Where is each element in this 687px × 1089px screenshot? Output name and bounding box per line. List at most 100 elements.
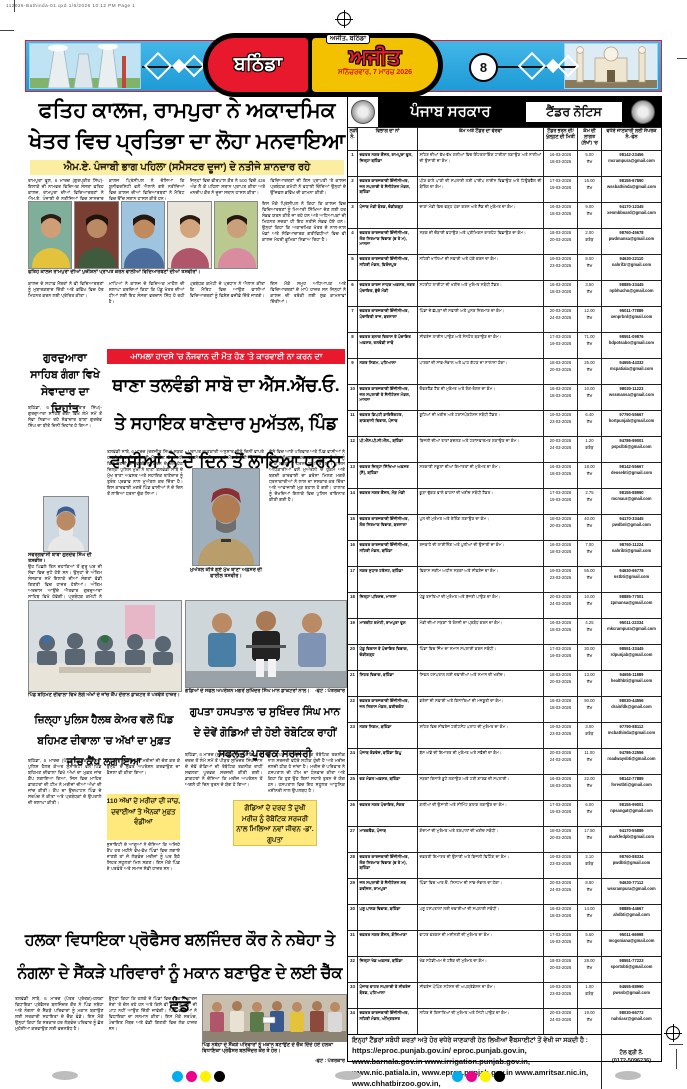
cell-dates: 16-03-2026 18-03-2026: [544, 463, 578, 488]
cell-dates: 16-03-2026 18-03-2026: [544, 619, 578, 644]
cell-contact: 94630-77112 wssrampura@gmail.com: [607, 880, 656, 892]
gurdwara-headline: ਗੁਰਦੁਆਰਾ ਸਾਹਿਬ ਗੰਗਾ ਵਿਖੇ ਸੇਵਾਦਾਰ ਦਾ ਦਿਹਾ…: [30, 352, 100, 415]
cell-amount: 13.00 ਲੱਖ: [578, 671, 602, 696]
table-row: 18 ਜ਼ਿਲ੍ਹਾ ਪਰਿਸ਼ਦ, ਮਾਨਸਾ ਪੇਂਡੂ ਰਸਤਿਆਂ ਦੀ…: [348, 592, 661, 618]
article-text: ਇਸ ਮੌਕੇ ਸਮੂਹ ਅਧਿਆਪਕ ਅਤੇ ਵਿਦਿਆਰਥਣਾਂ ਦੇ ਮਾ…: [270, 281, 346, 304]
table-row: 14 ਦਫ਼ਤਰ ਨਗਰ ਕੌਂਸਲ, ਮੌੜ ਮੰਡੀ ਕੂੜਾ ਚੁੱਕਣ …: [348, 488, 661, 514]
cell-amount: 2.75 ਲੱਖ: [578, 489, 602, 514]
table-row: 25 ਵਣ ਮੰਡਲ ਅਫ਼ਸਰ, ਬਠਿੰਡਾ ਸੜਕਾਂ ਕਿਨਾਰੇ ਬੂ…: [348, 774, 661, 800]
article-text: ਕਾਲਜ ਪ੍ਰਿੰਸੀਪਲ ਨੇ ਦੱਸਿਆ ਕਿ ਯੂਨੀਵਰਸਿਟੀ ਵਲ…: [108, 178, 185, 200]
cell-dates: 19-03-2026 23-03-2026: [544, 411, 578, 436]
cell-dept: ਨਗਰ ਨਿਗਮ, ਬਠਿੰਡਾ: [358, 723, 418, 748]
cell-amount: 4.25 ਲੱਖ: [578, 619, 602, 644]
knee-surgery-photo: [185, 600, 347, 688]
cell-dept: ਦਫ਼ਤਰ ਨਗਰ ਪੰਚਾਇਤ, ਸੰਗਤ: [358, 801, 418, 826]
cell-work: ਸਰਕਾਰੀ ਸਕੂਲਾਂ ਦੀਆਂ ਇਮਾਰਤਾਂ ਦੀ ਮੁਰੰਮਤ ਦਾ …: [418, 463, 544, 488]
table-row: 19 ਮਾਰਕੀਟ ਕਮੇਟੀ, ਰਾਮਪੁਰਾ ਫੂਲ ਮੰਡੀ ਦੀਆਂ ਸ…: [348, 618, 661, 644]
cell-work: ਪਸ਼ੂ ਹਸਪਤਾਲਾਂ ਲਈ ਦਵਾਈਆਂ ਦੀ ਸਪਲਾਈ ਸਬੰਧੀ।: [418, 905, 544, 930]
eye-camp-body: ਬਠਿੰਡਾ, 6 ਮਾਰਚ (ਪੱਤਰ ਪ੍ਰੇਰਕ)-ਜ਼ਿਲ੍ਹਾ ਪੁਲ…: [28, 758, 180, 924]
table-row: 5 ਦਫ਼ਤਰ ਕਾਰਜਕਾਰੀ ਇੰਜੀਨੀਅਰ, ਨਹਿਰੀ ਮੰਡਲ, ਫ…: [348, 254, 661, 280]
cell-contact: 98142-55667 deosebti@gmail.com: [610, 464, 653, 476]
cell-contact: 98155-67890 wssbathinda@gmail.com: [606, 178, 657, 190]
cell-contact: 98551-77223 sportsbti@gmail.com: [610, 958, 653, 970]
cell-amount: 40.00 ਲੱਖ: [578, 515, 602, 540]
cell-serial: 9: [348, 359, 358, 384]
cell-dept: ਮਾਰਕਫੈੱਡ, ਪੰਜਾਬ: [358, 827, 418, 852]
cell-work: ਬਿਜਲੀ ਦੀਆਂ ਤਾਰਾਂ ਬਦਲਣ ਅਤੇ ਟਰਾਂਸਫਾਰਮਰ ਲਗਾ…: [418, 437, 544, 462]
police-officer-photo: [192, 468, 260, 566]
cell-serial: 13: [348, 463, 358, 488]
cell-dept: ਦਫ਼ਤਰ ਕਾਰਜਕਾਰੀ ਇੰਜੀਨੀਅਰ, ਜਲ ਸਪਲਾਈ ਤੇ ਸੈਨ…: [358, 177, 418, 202]
cheque-photo-credit: -ਫੋਟੋ : ਪੱਤਰਕਾਰ: [314, 1058, 345, 1064]
eye-camp-headline: ਜ਼ਿਲ੍ਹਾ ਪੁਲਿਸ ਹੈਲਥ ਕੇਅਰ ਵਲੋਂ ਪਿੰਡ ਬਹਿਮਣ …: [34, 714, 174, 768]
cell-serial: 30: [348, 905, 358, 930]
cell-serial: 6: [348, 281, 358, 306]
cell-serial: 11: [348, 411, 358, 436]
masthead-rule: [496, 66, 576, 68]
cell-dept: ਸਿਹਤ ਵਿਭਾਗ, ਬਠਿੰਡਾ: [358, 671, 418, 696]
masthead-banner: ਬਠਿੰਡਾ ਅਜੀਤ, ਬਠਿੰਡਾ ਅਜੀਤ ਸਨਿੱਚਰਵਾਰ, 7 ਮਾ…: [25, 34, 662, 96]
knee-photo-credit: -ਫੋਟੋ : ਪੱਤਰਕਾਰ: [314, 688, 345, 694]
cell-dept: ਦਫ਼ਤਰ ਕਾਰਜਕਾਰੀ ਇੰਜੀਨੀਅਰ, ਲੋਕ ਨਿਰਮਾਣ ਵਿਭਾ…: [358, 229, 418, 254]
article-text: ਬਠਿੰਡਾ, 6 ਮਾਰਚ (ਪੱਤਰ ਪ੍ਰੇਰਕ)-ਜ਼ਿਲ੍ਹਾ ਪੁਲ…: [28, 758, 102, 805]
cell-dept: ਜ਼ਿਲ੍ਹਾ ਖੇਡ ਅਫ਼ਸਰ, ਬਠਿੰਡਾ: [358, 957, 418, 982]
table-row: 4 ਦਫ਼ਤਰ ਕਾਰਜਕਾਰੀ ਇੰਜੀਨੀਅਰ, ਲੋਕ ਨਿਰਮਾਣ ਵਿ…: [348, 228, 661, 254]
cell-dates: 17-03-2026 19-03-2026: [544, 177, 578, 202]
magenta-dot: [186, 1071, 197, 1082]
table-row: 16 ਦਫ਼ਤਰ ਕਾਰਜਕਾਰੀ ਇੰਜੀਨੀਅਰ, ਨਹਿਰੀ ਮੰਡਲ, …: [348, 540, 661, 566]
cell-amount: 8.80 ਲੱਖ: [578, 879, 602, 904]
col-header-amount: ਕੰਮ ਦੀ ਲਾਗਤ (ਲੱਖਾਂ) 'ਚ: [578, 128, 602, 150]
table-row: 27 ਮਾਰਕਫੈੱਡ, ਪੰਜਾਬ ਗੋਦਾਮਾਂ ਦੀ ਮੁਰੰਮਤ ਅਤੇ…: [348, 826, 661, 852]
cell-work: ਸ਼ਹਿਰ ਵਿਚ ਸੀਵਰੇਜ ਟਰੀਟਮੈਂਟ ਪਲਾਂਟ ਦੀ ਮੁਰੰਮ…: [418, 723, 544, 748]
diamond-ornament: [517, 51, 547, 81]
table-row: 6 ਦਫ਼ਤਰ ਕਾਰਜ ਸਾਧਕ ਅਫ਼ਸਰ, ਨਗਰ ਪੰਚਾਇਤ, ਭੁੱ…: [348, 280, 661, 306]
cell-amount: 9.00 ਲੱਖ: [578, 203, 602, 228]
cell-amount: 17.50 ਲੱਖ: [578, 827, 602, 852]
masthead-capsule: ਬਠਿੰਡਾ ਅਜੀਤ, ਬਠਿੰਡਾ ਅਜੀਤ ਸਨਿੱਚਰਵਾਰ, 7 ਮਾ…: [204, 34, 442, 96]
table-row: 13 ਦਫ਼ਤਰ ਜ਼ਿਲ੍ਹਾ ਸਿੱਖਿਆ ਅਫ਼ਸਰ (ਸੈ), ਬਠਿੰ…: [348, 462, 661, 488]
cell-amount: 1.00 ਕਰੋੜ: [578, 983, 602, 1008]
cell-serial: 17: [348, 567, 358, 592]
cell-dates: 16-03-2026 18-03-2026: [544, 151, 578, 176]
cell-work: ਕੂੜਾ ਚੁੱਕਣ ਵਾਲੇ ਵਾਹਨਾਂ ਦੀ ਖਰੀਦ ਸਬੰਧੀ ਟੈਂ…: [418, 489, 544, 514]
table-row: 11 ਦਫ਼ਤਰ ਡਿਪਟੀ ਡਾਇਰੈਕਟਰ, ਬਾਗ਼ਬਾਨੀ ਵਿਭਾਗ,…: [348, 410, 661, 436]
govt-title: ਪੰਜਾਬ ਸਰਕਾਰ: [410, 103, 491, 120]
cell-contact: 98760-88334 pwdbti@gmail.com: [612, 854, 651, 866]
cell-serial: 21: [348, 671, 358, 696]
cyan-dot: [172, 1071, 183, 1082]
table-row: 30 ਪਸ਼ੂ ਪਾਲਣ ਵਿਭਾਗ, ਬਠਿੰਡਾ ਪਸ਼ੂ ਹਸਪਤਾਲਾਂ…: [348, 904, 661, 930]
cell-amount: 71.00 ਲੱਖ: [578, 333, 602, 358]
cell-amount: 10.00 ਲੱਖ: [578, 385, 602, 410]
cell-work: ਪੀਣ ਵਾਲੇ ਪਾਣੀ ਦੀ ਸਪਲਾਈ ਲਈ ਪਾਈਪ ਲਾਈਨ ਵਿਛਾ…: [418, 177, 544, 202]
cell-work: ਰਜਬਾਹੇ ਦੀ ਲਾਈਨਿੰਗ ਅਤੇ ਪੁਲੀਆਂ ਦੀ ਉਸਾਰੀ ਦਾ…: [418, 541, 544, 566]
cell-work: ਨਹਿਰ ਦੇ ਕਿਨਾਰਿਆਂ ਦੀ ਮੁਰੰਮਤ ਅਤੇ ਮਿੱਟੀ ਪਾਉ…: [418, 1009, 544, 1034]
cell-contact: 98760-45678 pwdmansa@gmail.com: [608, 230, 655, 242]
printer-slugline: 112026-Bathinda-01.qxd 1/6/2026 10:12 PM…: [6, 3, 136, 8]
cell-amount: 5.00 ਲੱਖ: [578, 151, 602, 176]
cell-dates: 16-03-2026 18-03-2026: [544, 775, 578, 800]
col-header-serial: ਲੜੀ ਨੰ.: [348, 128, 358, 150]
cell-work: ਦਾਣਾ ਮੰਡੀ ਵਿਚ ਫੜ੍ਹ ਪੱਕਾ ਕਰਨ ਅਤੇ ਸ਼ੈੱਡ ਦੀ…: [418, 203, 544, 228]
cell-dept: ਪੰਜਾਬ ਰੋਡਵੇਜ਼, ਬਠਿੰਡਾ ਡਿਪੂ: [358, 749, 418, 774]
table-row: 33 ਪੰਜਾਬ ਵਾਟਰ ਸਪਲਾਈ ਤੇ ਸੀਵਰੇਜ ਬੋਰਡ, ਪਟਿਆ…: [348, 982, 661, 1008]
thermal-plant-photo: [29, 43, 141, 89]
cell-contact: 94630-66778 nstbti@gmail.com: [613, 568, 650, 580]
eye-camp-col2: ਕੈਂਪ ਦੌਰਾਨ ਮੋਤੀਏ ਦੇ ਮਰੀਜ਼ਾਂ ਦੀ ਚੋਣ ਕਰ ਕੇ…: [106, 758, 180, 924]
cell-serial: 10: [348, 385, 358, 410]
cell-contact: 95011-66998 mcgoniana@gmail.com: [608, 932, 655, 944]
cell-amount: 14.00 ਲੱਖ: [578, 905, 602, 930]
gupta-pullquote: ਗੋਡਿਆਂ ਦੇ ਦਰਦ ਤੋਂ ਦੁਖੀ ਮਰੀਜ਼ ਨੂੰ ਰੋਬੋਟਿਕ…: [233, 800, 317, 846]
table-row: 1 ਦਫ਼ਤਰ ਨਗਰ ਕੌਂਸਲ, ਰਾਮਪੁਰਾ ਫੂਲ, ਜ਼ਿਲ੍ਹਾ …: [348, 150, 661, 176]
cell-contact: 98142-23456 mcrampura@gmail.com: [608, 152, 655, 164]
table-row: 7 ਦਫ਼ਤਰ ਕਾਰਜਕਾਰੀ ਇੰਜੀਨੀਅਰ, ਪੰਚਾਇਤੀ ਰਾਜ, …: [348, 306, 661, 332]
cell-dates: 18-03-2026 20-03-2026: [544, 229, 578, 254]
cell-amount: 25.00 ਲੱਖ: [578, 359, 602, 384]
knee-photo-caption: ਗੋਡਿਆਂ ਦੇ ਸਫਲ ਅਪਰੇਸ਼ਨ ਮਗਰੋਂ ਸੁਖਿੰਦਰ ਸਿੰਘ…: [185, 688, 310, 694]
cell-contact: 94630-22110 nahrifzr@gmail.com: [611, 256, 652, 268]
tender-column-headers: ਲੜੀ ਨੰ. ਵਿਭਾਗ ਦਾ ਨਾਂ ਕੰਮ ਅਤੇ ਟੈਂਡਰ ਦਾ ਵੇ…: [348, 127, 661, 150]
cell-dates: 17-03-2026 19-03-2026: [544, 931, 578, 956]
mla-headline: ਹਲਕਾ ਵਿਧਾਇਕਾ ਪ੍ਰੋਫੈਸਰ ਬਲਜਿੰਦਰ ਕੌਰ ਨੇ ਨਥੇ…: [17, 932, 343, 1015]
table-row: 26 ਦਫ਼ਤਰ ਨਗਰ ਪੰਚਾਇਤ, ਸੰਗਤ ਗਲੀਆਂ ਦੀ ਉਸਾਰੀ…: [348, 800, 661, 826]
cell-serial: 8: [348, 333, 358, 358]
